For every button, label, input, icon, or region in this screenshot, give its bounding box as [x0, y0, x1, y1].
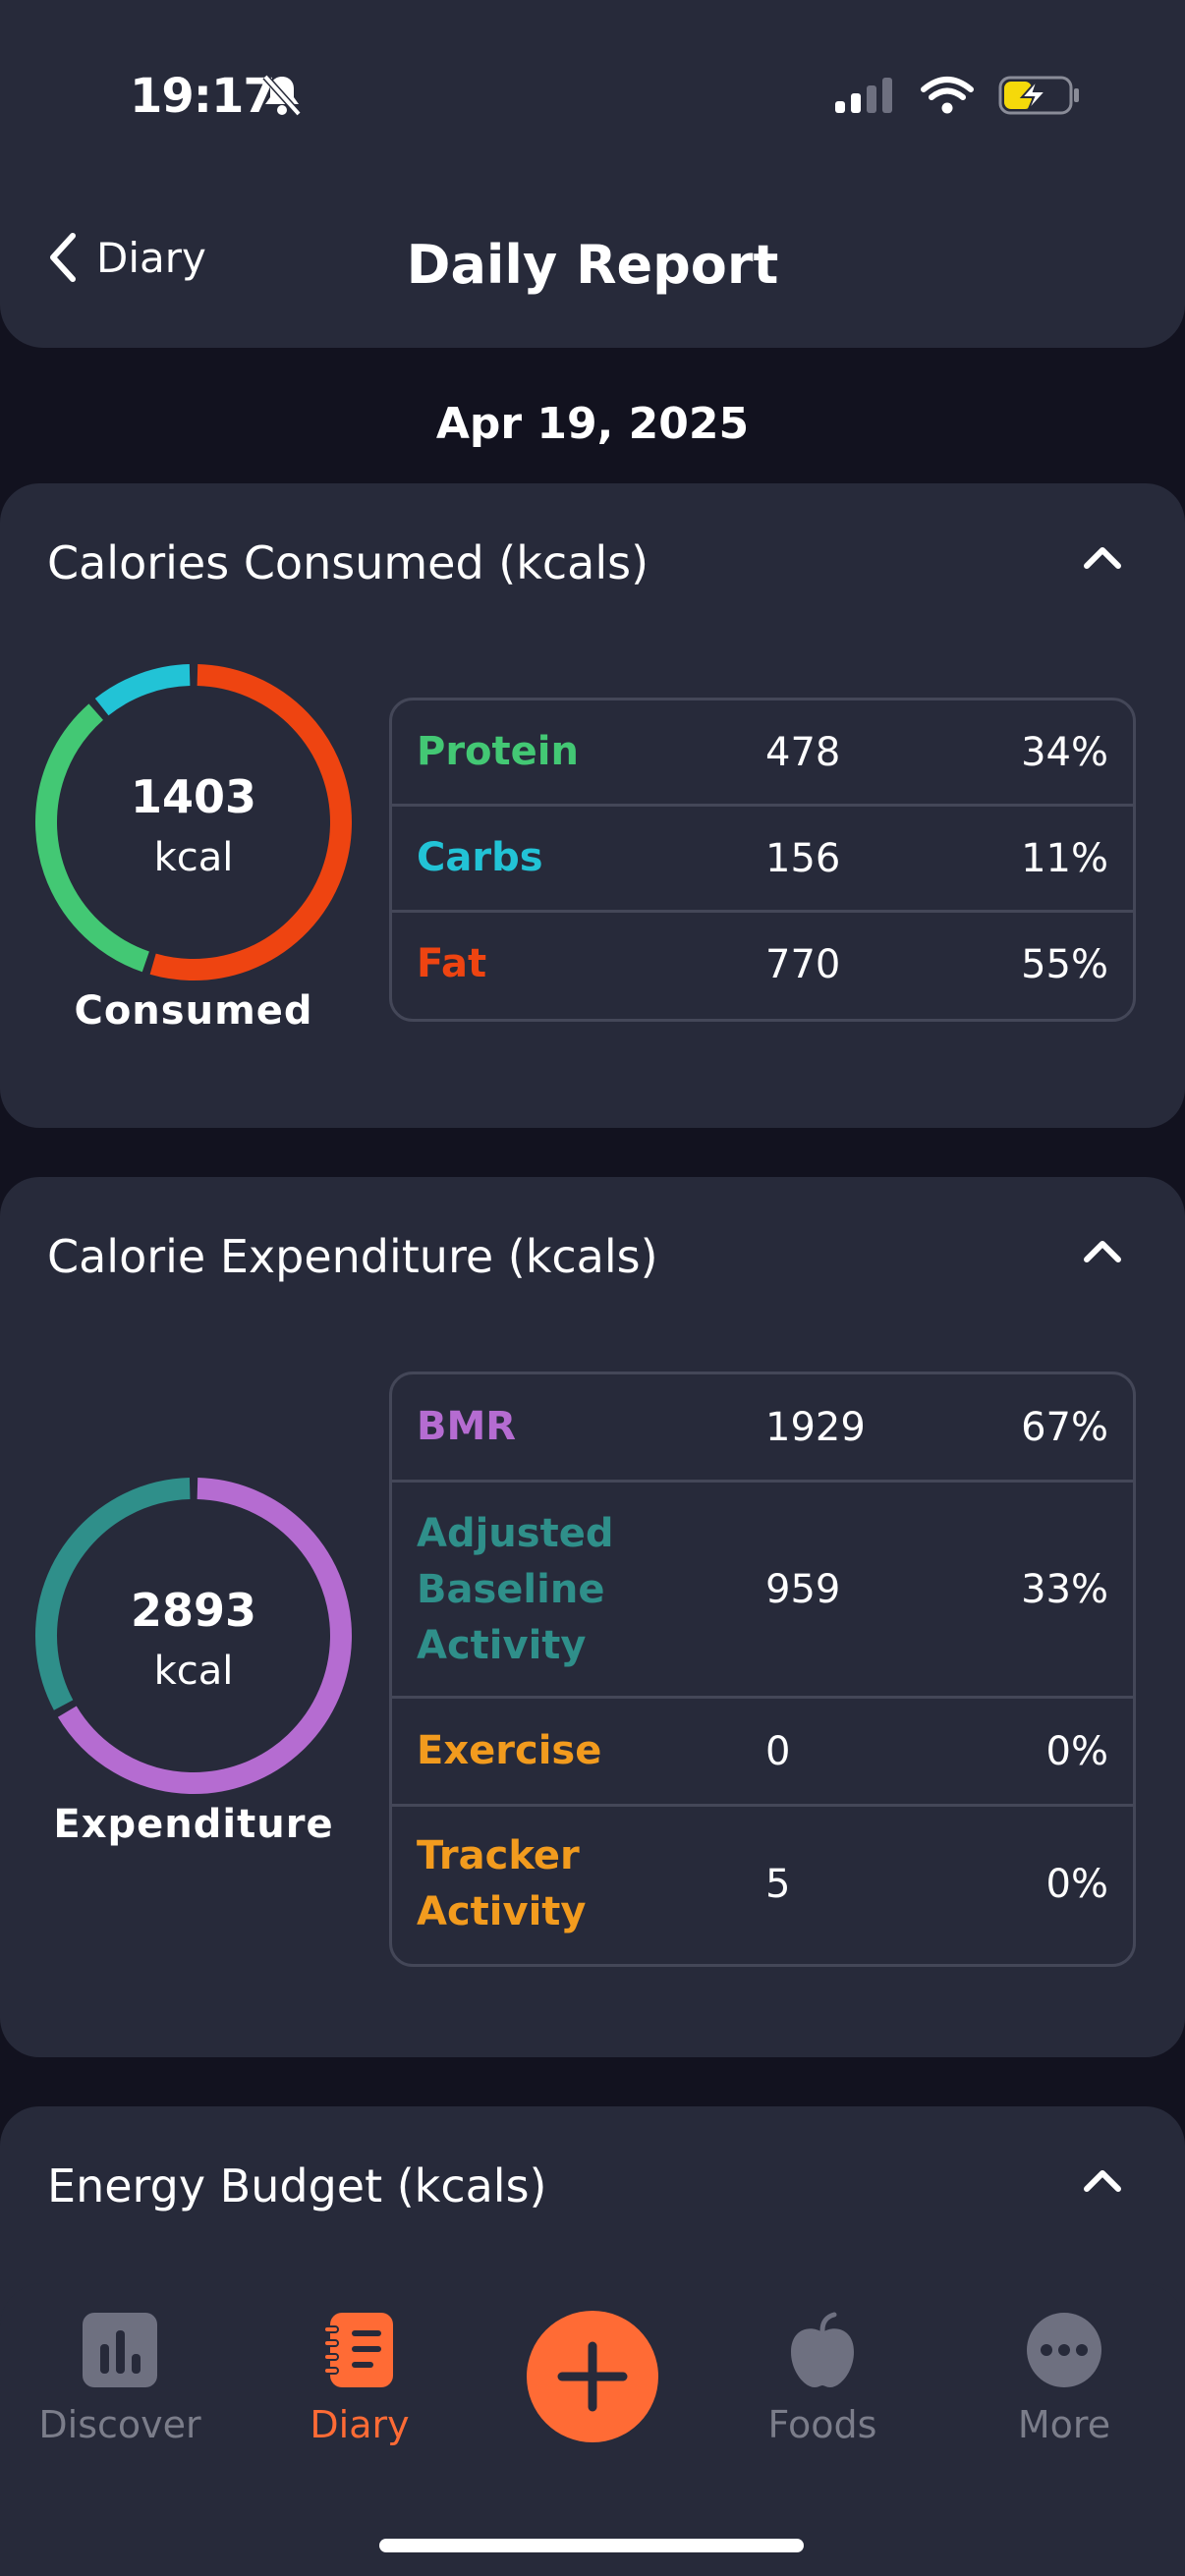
table-row: Exercise 0 0%	[392, 1699, 1133, 1807]
name-line: Activity	[417, 1889, 587, 1934]
table-row: Adjusted Baseline Activity 959 33%	[392, 1483, 1133, 1699]
bottom-nav: Discover Diary Foods	[0, 2283, 1185, 2576]
nav-label: More	[1017, 2403, 1111, 2446]
card-title: Calories Consumed (kcals)	[47, 536, 649, 589]
name-line: Activity	[417, 1623, 587, 1668]
expenditure-percent: 33%	[1021, 1567, 1108, 1612]
nav-foods[interactable]: Foods	[724, 2311, 921, 2446]
bmr-ring-segment	[35, 1478, 352, 1794]
expenditure-table: BMR 1929 67% Adjusted Baseline Activity …	[389, 1372, 1136, 1967]
expenditure-name: BMR	[417, 1404, 517, 1449]
macro-value: 156	[765, 836, 841, 881]
table-row: BMR 1929 67%	[392, 1374, 1133, 1483]
expenditure-label: Expenditure	[53, 1802, 334, 1847]
expenditure-percent: 0%	[1045, 1729, 1108, 1774]
status-icons	[833, 75, 1081, 116]
chevron-up-icon[interactable]	[1083, 1238, 1122, 1263]
battery-charging-icon	[998, 76, 1079, 115]
protein-ring-segment	[35, 664, 353, 980]
status-time: 19:17	[130, 69, 276, 124]
expenditure-ring-chart	[35, 1478, 352, 1794]
nav-discover[interactable]: Discover	[22, 2311, 218, 2446]
chevron-up-icon[interactable]	[1083, 2167, 1122, 2193]
card-title: Energy Budget (kcals)	[47, 2159, 547, 2212]
name-line: Tracker	[417, 1833, 580, 1878]
consumed-macro-table: Protein 478 34% Carbs 156 11% Fat 770 55…	[389, 698, 1136, 1022]
wifi-icon	[921, 77, 974, 114]
page-title: Daily Report	[406, 234, 779, 296]
nav-label: Diary	[310, 2403, 410, 2446]
report-date: Apr 19, 2025	[435, 399, 750, 449]
bar-chart-icon	[83, 2313, 157, 2387]
macro-value: 770	[765, 942, 841, 987]
calories-consumed-card: Calories Consumed (kcals) 1403 kcal Cons…	[0, 483, 1185, 1128]
fat-ring-segment	[35, 664, 352, 980]
expenditure-name: Adjusted Baseline Activity	[417, 1506, 613, 1674]
nav-diary[interactable]: Diary	[261, 2311, 458, 2446]
card-title: Calorie Expenditure (kcals)	[47, 1230, 658, 1283]
table-row: Protein 478 34%	[392, 700, 1133, 807]
diary-icon	[323, 2313, 393, 2387]
signal-icon	[835, 78, 892, 113]
plus-icon	[557, 2341, 628, 2412]
expenditure-percent: 67%	[1021, 1405, 1108, 1450]
consumed-kcal-value: 1403	[130, 770, 257, 823]
nav-label: Foods	[767, 2403, 877, 2446]
add-entry-button[interactable]	[527, 2311, 658, 2442]
apple-icon	[791, 2312, 854, 2387]
more-dots-icon	[1027, 2313, 1101, 2387]
macro-value: 478	[765, 730, 841, 775]
chevron-up-icon[interactable]	[1083, 544, 1122, 570]
consumed-ring-chart	[35, 664, 353, 980]
expenditure-name: Tracker Activity	[417, 1828, 586, 1940]
macro-percent: 34%	[1021, 730, 1108, 775]
macro-percent: 11%	[1021, 836, 1108, 881]
expenditure-name: Exercise	[417, 1728, 602, 1773]
back-label: Diary	[96, 233, 206, 282]
chevron-left-icon	[50, 233, 76, 282]
expenditure-percent: 0%	[1045, 1862, 1108, 1907]
carbs-ring-segment	[35, 664, 352, 980]
consumed-kcal-unit: kcal	[153, 835, 234, 880]
name-line: Baseline	[417, 1567, 605, 1612]
header: 19:17 Diary Daily Report	[0, 0, 1185, 348]
expenditure-value: 959	[765, 1567, 841, 1612]
macro-name: Protein	[417, 729, 579, 774]
nav-more[interactable]: More	[966, 2311, 1162, 2446]
expenditure-value: 5	[765, 1862, 791, 1907]
back-button[interactable]: Diary	[47, 232, 206, 283]
table-row: Carbs 156 11%	[392, 807, 1133, 913]
macro-name: Carbs	[417, 835, 543, 880]
expenditure-kcal-value: 2893	[130, 1584, 257, 1637]
expenditure-value: 0	[765, 1729, 791, 1774]
macro-name: Fat	[417, 941, 487, 986]
expenditure-kcal-unit: kcal	[153, 1649, 234, 1694]
table-row: Fat 770 55%	[392, 913, 1133, 1019]
calorie-expenditure-card: Calorie Expenditure (kcals) 2893 kcal Ex…	[0, 1177, 1185, 2057]
name-line: Adjusted	[417, 1511, 614, 1556]
expenditure-value: 1929	[765, 1405, 866, 1450]
consumed-label: Consumed	[74, 988, 313, 1034]
home-indicator	[379, 2539, 804, 2552]
macro-percent: 55%	[1021, 942, 1108, 987]
nav-label: Discover	[38, 2403, 201, 2446]
table-row: Tracker Activity 5 0%	[392, 1807, 1133, 1964]
bell-muted-icon	[262, 74, 302, 117]
